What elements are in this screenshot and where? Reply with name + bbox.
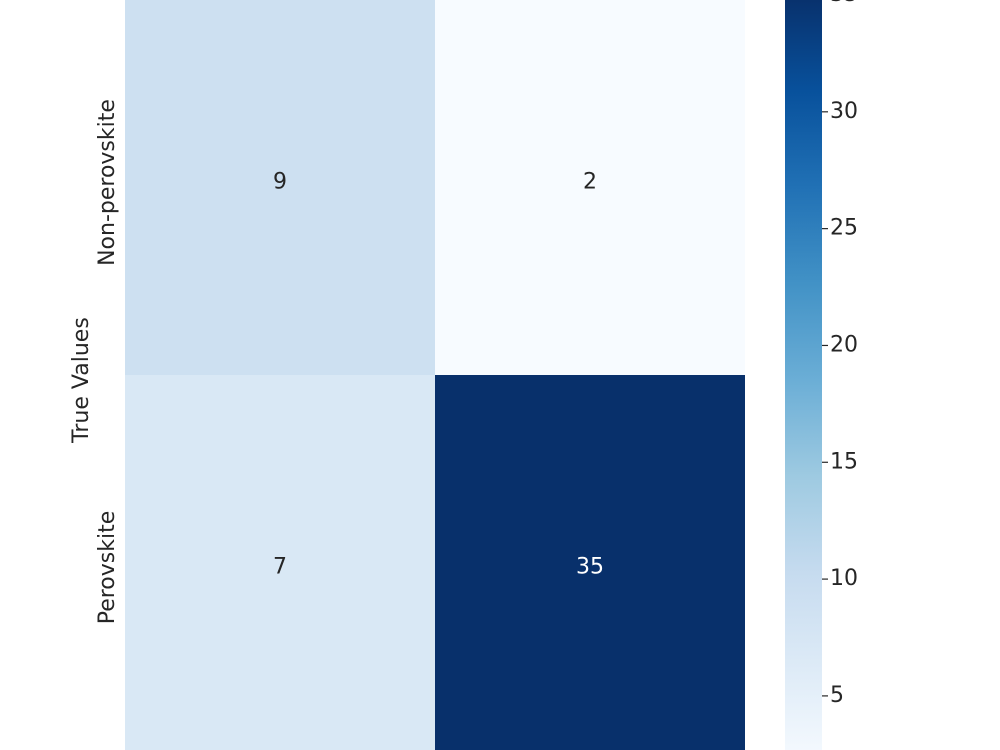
heatmap-cell [435,0,745,375]
colorbar-tick-label: 5 [830,683,844,708]
cell-label: 9 [273,170,287,195]
colorbar-tick-label: 10 [830,566,858,591]
cell-label: 35 [576,555,604,580]
colorbar [785,0,822,750]
cell-label: 2 [583,170,597,195]
y-tick-label: Perovskite [95,511,120,625]
colorbar-tick-label: 35 [830,0,858,7]
heatmap-cell [125,0,435,375]
colorbar-tick-label: 25 [830,216,858,241]
y-tick-label: Non-perovskite [95,99,120,266]
y-axis-label: True Values [69,317,94,444]
colorbar-tick-label: 20 [830,332,858,357]
cell-label: 7 [273,555,287,580]
colorbar-tick-label: 30 [830,99,858,124]
colorbar-tick-label: 15 [830,449,858,474]
heatmap-cell [125,375,435,750]
heatmap-cell [435,375,745,750]
